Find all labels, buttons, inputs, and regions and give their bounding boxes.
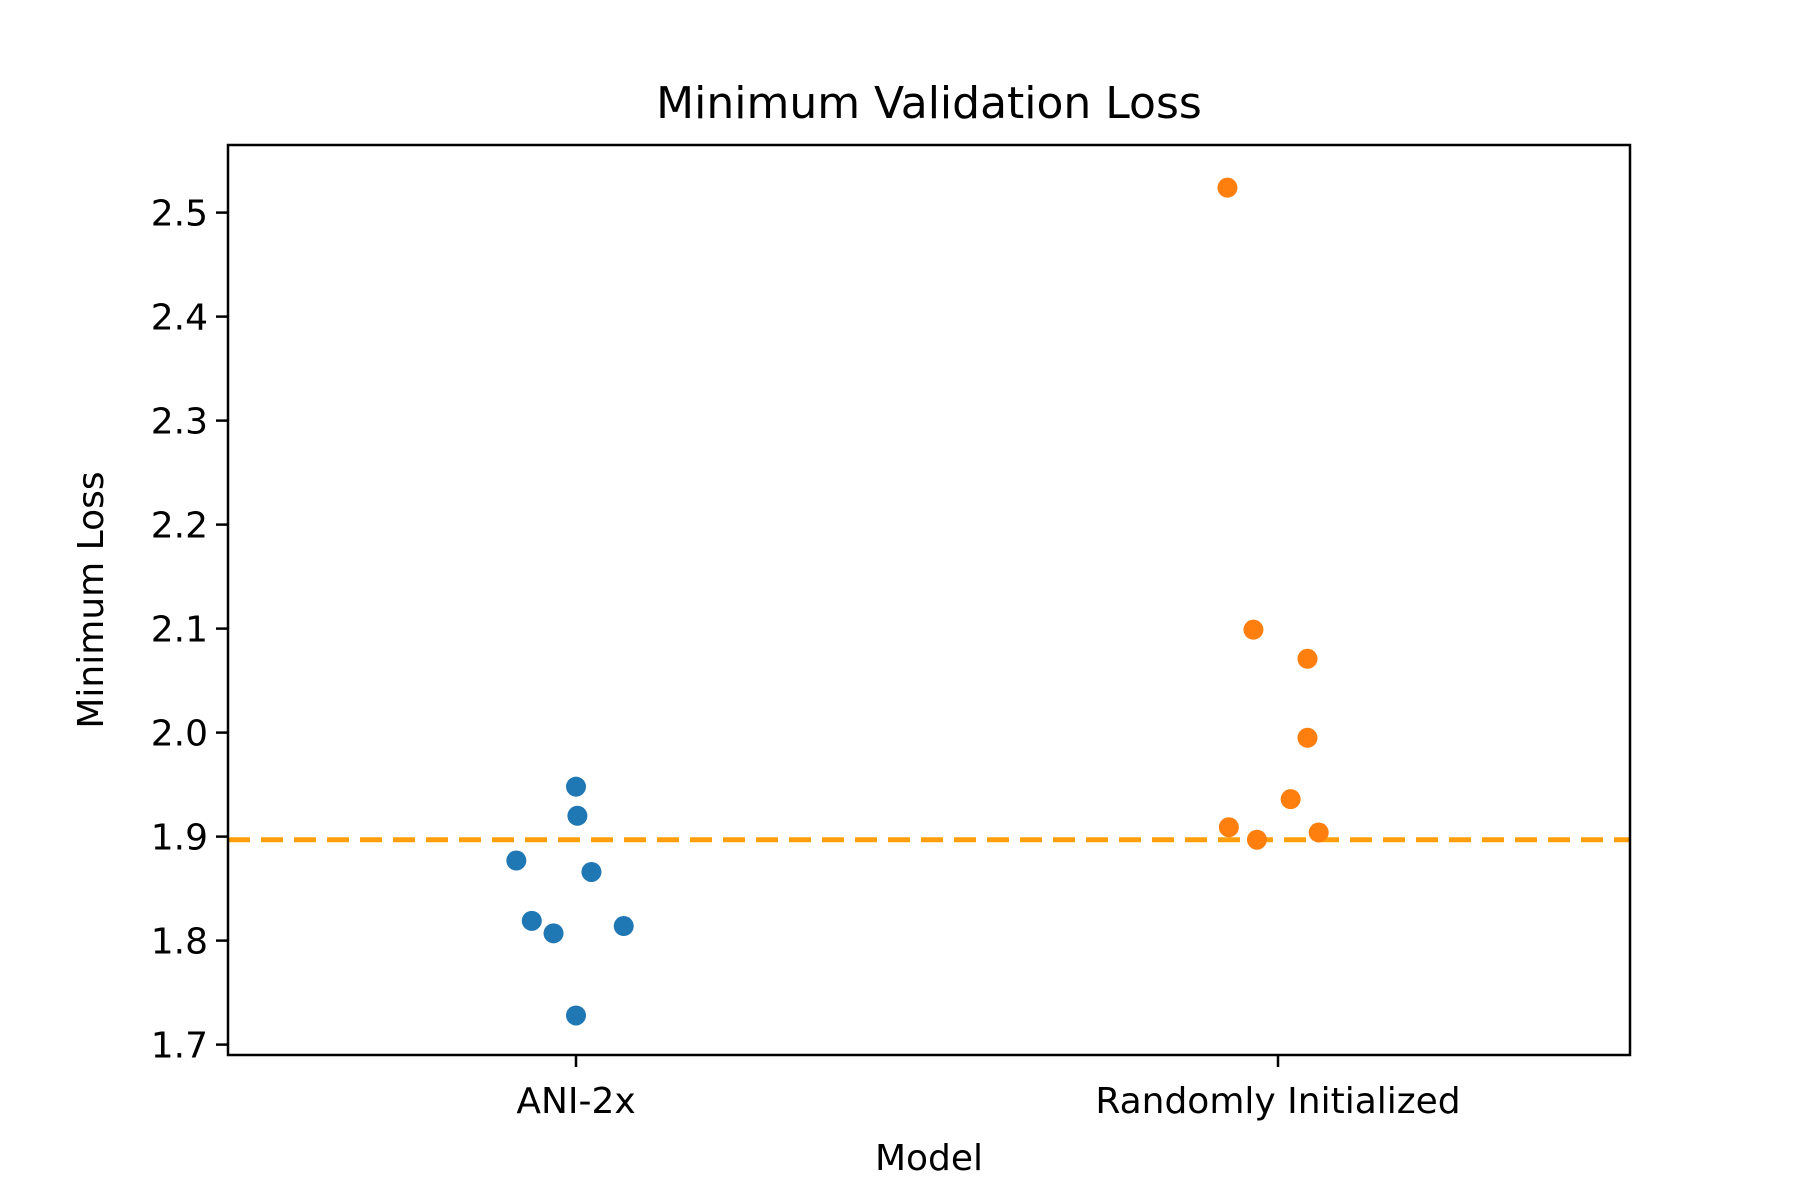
y-tick-label: 2.1 xyxy=(151,610,208,651)
y-tick-label: 2.4 xyxy=(151,298,208,339)
data-point xyxy=(567,805,588,826)
x-tick-label: ANI-2x xyxy=(516,1081,635,1122)
y-tick-label: 1.9 xyxy=(151,818,208,859)
data-point xyxy=(1297,727,1318,748)
data-point xyxy=(1297,648,1318,669)
x-tick-label: Randomly Initialized xyxy=(1095,1081,1460,1122)
y-tick-label: 2.5 xyxy=(151,194,208,235)
data-point xyxy=(1243,619,1264,640)
data-point xyxy=(566,1005,586,1026)
plot-frame xyxy=(226,143,1632,1057)
data-point xyxy=(521,910,542,931)
data-point xyxy=(506,850,527,871)
y-axis-ticks: 1.7 1.8 1.9 2.0 2.1 2.2 2.3 2.4 2.5 xyxy=(151,194,228,1067)
chart-title: Minimum Validation Loss xyxy=(656,78,1202,129)
data-point xyxy=(1218,817,1239,838)
y-axis-label: Minimum Loss xyxy=(71,471,112,728)
data-point xyxy=(613,916,634,937)
x-axis-label: Model xyxy=(875,1138,983,1179)
y-tick-label: 2.2 xyxy=(151,506,208,547)
data-points xyxy=(506,177,1329,1026)
data-point xyxy=(1308,822,1329,843)
x-axis-ticks: ANI-2x Randomly Initialized xyxy=(516,1055,1461,1122)
data-point xyxy=(1246,829,1267,850)
y-tick-label: 2.0 xyxy=(151,714,208,755)
y-tick-label: 2.3 xyxy=(151,402,208,443)
data-point xyxy=(581,861,602,882)
y-tick-label: 1.7 xyxy=(151,1026,208,1067)
data-point xyxy=(543,923,564,944)
data-point xyxy=(1217,177,1238,198)
data-point xyxy=(566,776,586,797)
data-point xyxy=(1280,789,1301,810)
y-tick-label: 1.8 xyxy=(151,922,208,963)
